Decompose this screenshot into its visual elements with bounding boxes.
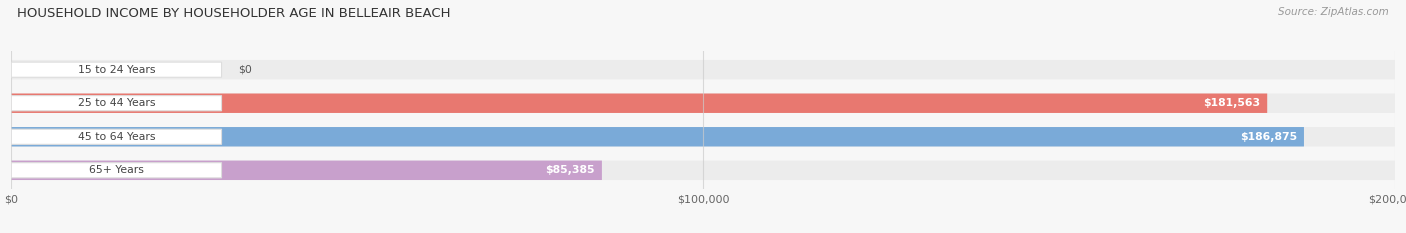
FancyBboxPatch shape	[11, 93, 1267, 113]
FancyBboxPatch shape	[11, 93, 1395, 113]
FancyBboxPatch shape	[11, 129, 222, 144]
FancyBboxPatch shape	[11, 96, 222, 111]
Text: HOUSEHOLD INCOME BY HOUSEHOLDER AGE IN BELLEAIR BEACH: HOUSEHOLD INCOME BY HOUSEHOLDER AGE IN B…	[17, 7, 450, 20]
Text: $186,875: $186,875	[1240, 132, 1298, 142]
Text: 45 to 64 Years: 45 to 64 Years	[77, 132, 155, 142]
FancyBboxPatch shape	[11, 127, 1395, 147]
FancyBboxPatch shape	[11, 163, 222, 178]
Text: $85,385: $85,385	[546, 165, 595, 175]
FancyBboxPatch shape	[11, 60, 1395, 79]
Text: 15 to 24 Years: 15 to 24 Years	[77, 65, 155, 75]
Text: $181,563: $181,563	[1204, 98, 1260, 108]
FancyBboxPatch shape	[11, 161, 1395, 180]
Text: 25 to 44 Years: 25 to 44 Years	[77, 98, 155, 108]
FancyBboxPatch shape	[11, 161, 602, 180]
FancyBboxPatch shape	[11, 62, 222, 77]
Text: Source: ZipAtlas.com: Source: ZipAtlas.com	[1278, 7, 1389, 17]
Text: 65+ Years: 65+ Years	[89, 165, 143, 175]
FancyBboxPatch shape	[11, 127, 1303, 147]
Text: $0: $0	[238, 65, 252, 75]
